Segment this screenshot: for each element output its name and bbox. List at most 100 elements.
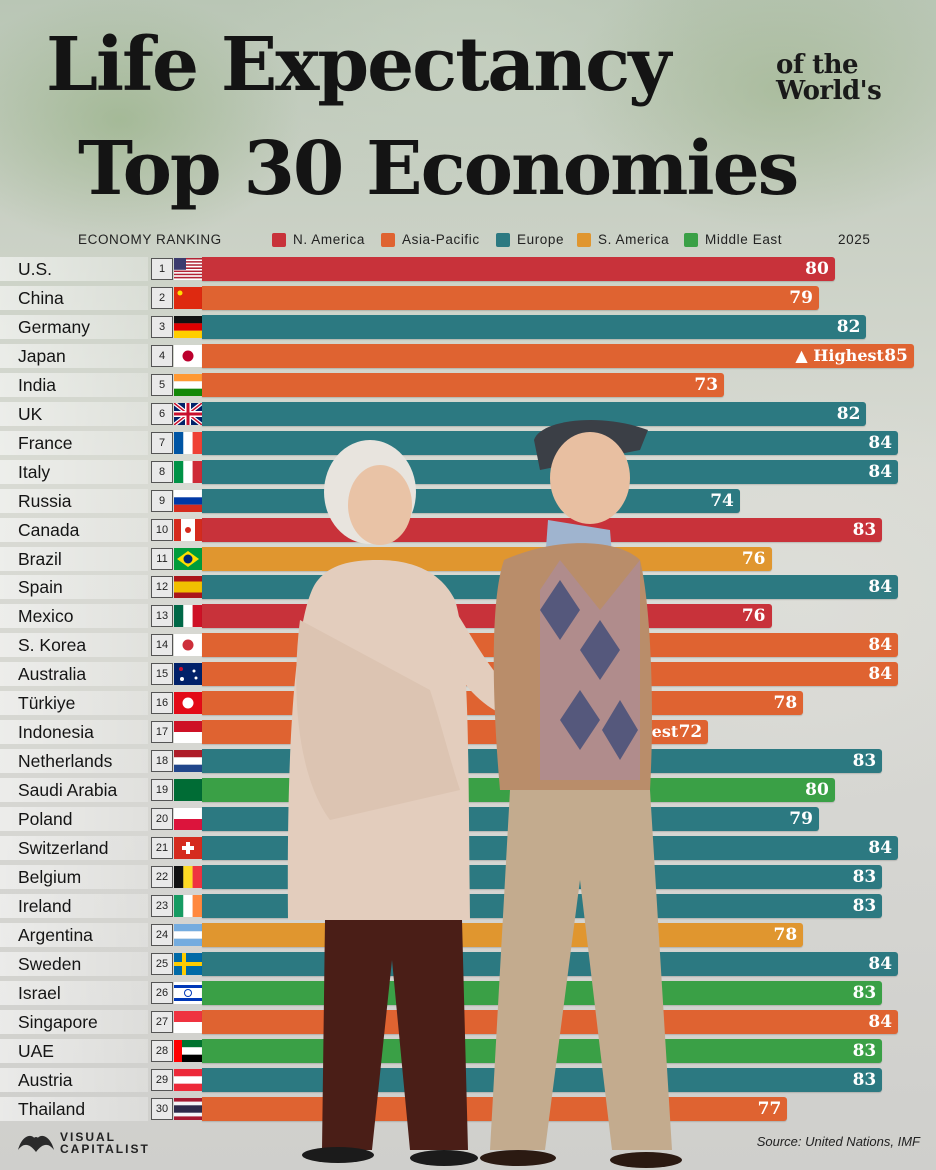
value-label-ireland: 83 xyxy=(852,895,877,916)
flag-icon-ireland xyxy=(174,894,202,917)
country-label-australia: Australia xyxy=(0,662,148,687)
bar-switzerland xyxy=(202,836,899,860)
logo-line-1: VISUAL xyxy=(60,1130,117,1144)
flag-icon-uae xyxy=(174,1039,202,1062)
bar-u-s xyxy=(202,257,835,281)
flag-icon-switzerland xyxy=(174,837,202,859)
bar-thailand xyxy=(202,1096,788,1121)
country-label-turkiye: Türkiye xyxy=(0,691,148,716)
flag-icon-u-s xyxy=(174,258,202,280)
bar-austria xyxy=(202,1067,883,1092)
country-label-russia: Russia xyxy=(0,488,148,513)
title-side-text: of the World's xyxy=(776,50,882,104)
bar-uae xyxy=(202,1038,883,1063)
rank-badge-italy: 8 xyxy=(151,460,173,483)
country-label-japan: Japan xyxy=(0,343,148,368)
legend: ECONOMY RANKING N. America Asia-Pacific … xyxy=(0,231,936,249)
rank-badge-indonesia: 17 xyxy=(151,721,173,744)
bar-mexico xyxy=(202,604,772,629)
rank-badge-france: 7 xyxy=(151,431,173,454)
flag-icon-singapore xyxy=(174,1010,202,1033)
legend-ranking-label: ECONOMY RANKING xyxy=(78,232,222,247)
bar-japan xyxy=(202,343,914,368)
country-label-netherlands: Netherlands xyxy=(0,749,148,774)
rank-badge-spain: 12 xyxy=(151,576,173,599)
rank-badge-ireland: 23 xyxy=(151,894,173,917)
value-label-sweden: 84 xyxy=(868,953,893,974)
flag-icon-spain xyxy=(174,576,202,599)
flag-icon-saudi-arabia xyxy=(174,779,202,802)
country-label-brazil: Brazil xyxy=(0,546,148,571)
country-label-canada: Canada xyxy=(0,517,148,542)
value-label-uk: 82 xyxy=(836,403,861,424)
legend-label-asia-pacific: Asia-Pacific xyxy=(402,232,480,247)
logo-line-2: CAPITALIST xyxy=(60,1142,150,1156)
value-label-india: 73 xyxy=(694,374,719,395)
rank-badge-china: 2 xyxy=(151,286,173,309)
country-label-mexico: Mexico xyxy=(0,604,148,629)
bar-sweden xyxy=(202,951,899,976)
bar-poland xyxy=(202,807,819,832)
flag-icon-uk xyxy=(174,402,202,425)
bar-spain xyxy=(202,575,899,600)
legend-swatch-europe xyxy=(496,233,510,247)
value-label-mexico: 76 xyxy=(741,606,766,627)
legend-swatch-s-america xyxy=(577,233,591,247)
legend-label-s-america: S. America xyxy=(598,232,670,247)
bar-australia xyxy=(202,662,899,687)
rank-badge-poland: 20 xyxy=(151,808,173,831)
bar-brazil xyxy=(202,546,772,571)
rank-badge-japan: 4 xyxy=(151,344,173,367)
bar-turkiye xyxy=(202,691,804,716)
value-label-uae: 83 xyxy=(852,1040,877,1061)
flag-icon-sweden xyxy=(174,952,202,975)
country-label-uk: UK xyxy=(0,401,148,426)
value-label-u-s: 80 xyxy=(805,259,829,279)
flag-icon-australia xyxy=(174,663,202,686)
flag-icon-china xyxy=(174,286,202,309)
flag-icon-brazil xyxy=(174,547,202,570)
country-label-argentina: Argentina xyxy=(0,922,148,947)
country-label-s-korea: S. Korea xyxy=(0,633,148,658)
bar-india xyxy=(202,372,725,397)
country-label-u-s: U.S. xyxy=(0,257,148,281)
flag-icon-japan xyxy=(174,344,202,367)
rank-badge-s-korea: 14 xyxy=(151,634,173,657)
rank-badge-austria: 29 xyxy=(151,1068,173,1091)
value-label-russia: 74 xyxy=(710,490,734,511)
country-label-poland: Poland xyxy=(0,807,148,832)
legend-label-n-america: N. America xyxy=(293,232,366,247)
country-label-germany: Germany xyxy=(0,314,148,339)
flag-icon-poland xyxy=(174,808,202,831)
bar-germany xyxy=(202,314,867,339)
value-label-turkiye: 78 xyxy=(773,693,798,714)
value-label-netherlands: 83 xyxy=(852,751,877,772)
rank-badge-mexico: 13 xyxy=(151,605,173,628)
bar-russia xyxy=(202,488,740,513)
bar-china xyxy=(202,285,819,310)
bar-italy xyxy=(202,459,899,484)
country-label-indonesia: Indonesia xyxy=(0,720,148,745)
country-label-belgium: Belgium xyxy=(0,864,148,889)
rank-badge-argentina: 24 xyxy=(151,923,173,946)
rank-badge-brazil: 11 xyxy=(151,547,173,570)
flag-icon-indonesia xyxy=(174,721,202,744)
title-side-top: of the xyxy=(776,50,859,80)
value-label-belgium: 83 xyxy=(852,866,877,887)
value-label-canada: 83 xyxy=(852,519,877,540)
rank-badge-uae: 28 xyxy=(151,1039,173,1062)
flag-icon-netherlands xyxy=(174,750,202,773)
flag-icon-russia xyxy=(174,489,202,512)
legend-label-europe: Europe xyxy=(517,232,565,247)
rank-badge-netherlands: 18 xyxy=(151,750,173,773)
legend-label-middle-east: Middle East xyxy=(705,232,783,247)
rank-badge-germany: 3 xyxy=(151,315,173,338)
legend-swatch-middle-east xyxy=(684,233,698,247)
rank-badge-belgium: 22 xyxy=(151,865,173,888)
bar-saudi-arabia xyxy=(202,778,835,803)
value-label-china: 79 xyxy=(789,287,813,308)
country-label-thailand: Thailand xyxy=(0,1096,148,1121)
value-label-israel: 83 xyxy=(852,982,877,1003)
country-label-china: China xyxy=(0,285,148,310)
bar-s-korea xyxy=(202,633,899,658)
